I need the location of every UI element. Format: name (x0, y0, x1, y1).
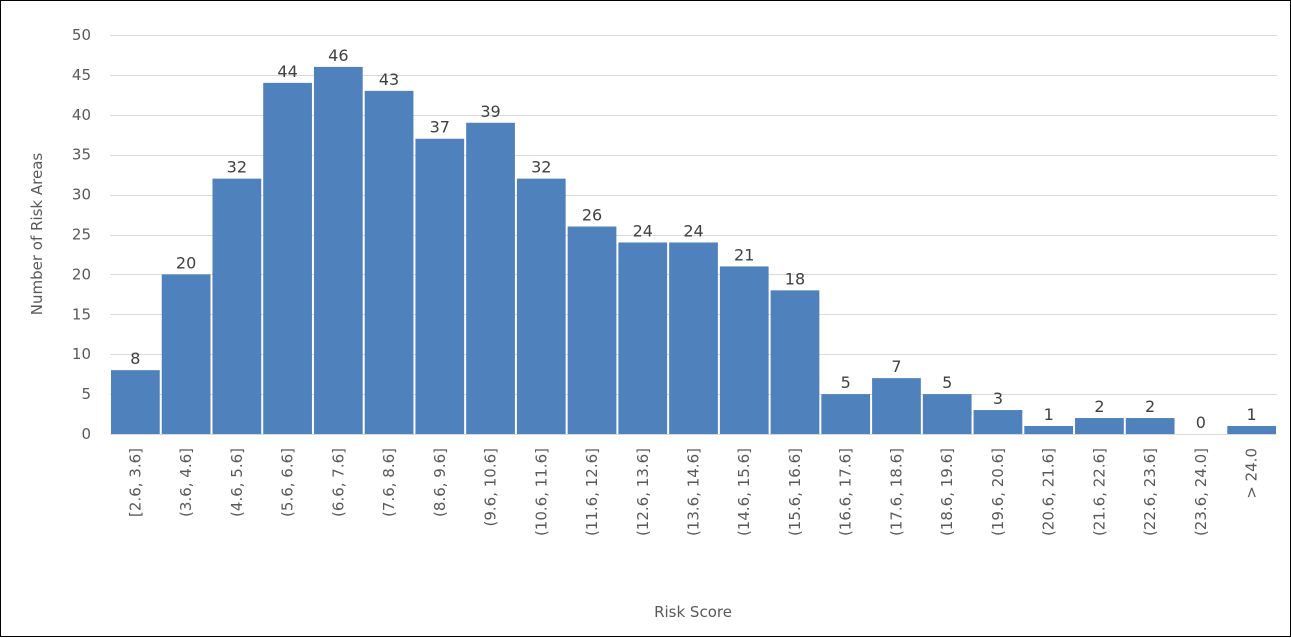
x-tick-label: (6.6, 7.6] (329, 448, 347, 517)
bar-value-label: 1 (1044, 405, 1054, 424)
bar-value-label: 8 (130, 349, 140, 368)
histogram-bar (719, 266, 769, 434)
bar-value-label: 5 (942, 373, 952, 392)
y-tick-label: 10 (72, 345, 91, 363)
x-tick-label: (22.6, 23.6] (1141, 448, 1159, 536)
histogram-bar (1024, 426, 1074, 434)
x-tick-label: (11.6, 12.6] (583, 448, 601, 536)
histogram-bar (872, 378, 921, 434)
bar-value-label: 2 (1094, 397, 1104, 416)
histogram-bar (1075, 418, 1124, 434)
y-axis-ticks: 0 5 10 15 20 25 30 35 40 45 50 (72, 26, 91, 443)
x-tick-label: (13.6, 14.6] (685, 448, 703, 536)
x-tick-label: (20.6, 21.6] (1040, 448, 1058, 536)
x-tick-label: (4.6, 5.6] (228, 448, 246, 517)
histogram-bar (1227, 426, 1276, 434)
bar-value-label: 21 (734, 245, 754, 264)
x-tick-label: (16.6, 17.6] (837, 448, 855, 536)
histogram-bar (516, 178, 566, 434)
histogram-bar (364, 90, 414, 435)
histogram-bar (111, 370, 160, 434)
x-tick-label: (18.6, 19.6] (938, 448, 956, 536)
y-tick-label: 40 (72, 106, 91, 124)
y-tick-label: 50 (72, 26, 91, 44)
histogram-bar (466, 122, 515, 434)
bar-value-label: 2 (1145, 397, 1155, 416)
x-tick-label: > 24.0 (1243, 448, 1261, 499)
y-tick-label: 30 (72, 186, 91, 204)
bar-value-label: 32 (227, 158, 247, 177)
bar-value-label: 39 (480, 102, 500, 121)
y-tick-label: 15 (72, 305, 91, 323)
bar-value-label: 24 (633, 221, 653, 240)
bar-value-label: 3 (993, 389, 1003, 408)
bar-value-label: 32 (531, 158, 551, 177)
x-tick-label: [2.6, 3.6] (126, 448, 144, 517)
bar-value-label: 20 (176, 253, 196, 272)
bar-value-label: 24 (683, 221, 703, 240)
bar-value-label: 44 (277, 62, 297, 81)
x-tick-label: (21.6, 22.6] (1090, 448, 1108, 536)
y-axis-title: Number of Risk Areas (28, 153, 46, 316)
histogram-bar (263, 82, 312, 434)
bar-value-label: 37 (430, 118, 450, 137)
bar-value-label: 5 (841, 373, 851, 392)
x-tick-label: (5.6, 6.6] (279, 448, 297, 517)
histogram-bar (669, 242, 718, 434)
histogram-bar (415, 138, 465, 435)
histogram-bar (618, 242, 668, 434)
y-tick-label: 45 (72, 66, 91, 84)
x-axis-ticks: [2.6, 3.6] (3.6, 4.6] (4.6, 5.6] (5.6, 6.6]… (126, 448, 1260, 536)
x-tick-label: (19.6, 20.6] (989, 448, 1007, 536)
bar-value-label: 7 (891, 357, 901, 376)
histogram-bar (922, 394, 972, 434)
bars (111, 66, 1276, 435)
y-tick-label: 25 (72, 226, 91, 244)
histogram-bar (161, 274, 211, 434)
x-tick-label: (10.6, 11.6] (532, 448, 550, 536)
y-tick-label: 35 (72, 146, 91, 164)
x-tick-label: (8.6, 9.6] (431, 448, 449, 517)
x-axis-title: Risk Score (654, 603, 732, 621)
histogram-bar (973, 410, 1023, 434)
x-tick-label: (17.6, 18.6] (887, 448, 905, 536)
histogram-bar (313, 66, 363, 435)
bar-value-label: 18 (785, 269, 805, 288)
bar-value-label: 46 (328, 46, 348, 65)
x-tick-label: (14.6, 15.6] (735, 448, 753, 536)
histogram-bar (770, 290, 820, 434)
x-tick-label: (12.6, 13.6] (634, 448, 652, 536)
x-tick-label: (3.6, 4.6] (177, 448, 195, 517)
histogram-bar (1125, 418, 1175, 434)
bar-value-label: 0 (1196, 413, 1206, 432)
y-tick-label: 5 (81, 385, 91, 403)
x-tick-label: (23.6, 24.0] (1192, 448, 1210, 536)
x-tick-label: (15.6, 16.6] (786, 448, 804, 536)
bar-value-label: 1 (1247, 405, 1257, 424)
histogram-bar (212, 178, 262, 434)
y-tick-label: 20 (72, 265, 91, 283)
bar-value-label: 43 (379, 70, 399, 89)
histogram-bar (567, 226, 617, 434)
bar-value-label: 26 (582, 206, 602, 225)
x-tick-label: (7.6, 8.6] (380, 448, 398, 517)
x-tick-label: (9.6, 10.6] (482, 448, 500, 527)
histogram-bar (821, 394, 871, 434)
y-tick-label: 0 (81, 425, 91, 443)
